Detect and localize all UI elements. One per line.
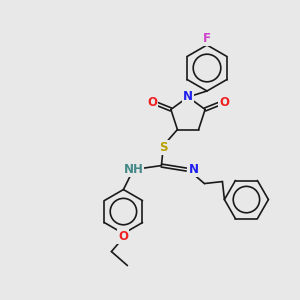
Text: O: O: [147, 96, 157, 109]
Text: S: S: [159, 141, 168, 154]
Text: F: F: [203, 32, 211, 46]
Text: O: O: [219, 96, 229, 109]
Text: O: O: [118, 230, 128, 243]
Text: N: N: [188, 163, 198, 176]
Text: NH: NH: [124, 163, 143, 176]
Text: N: N: [183, 91, 193, 103]
